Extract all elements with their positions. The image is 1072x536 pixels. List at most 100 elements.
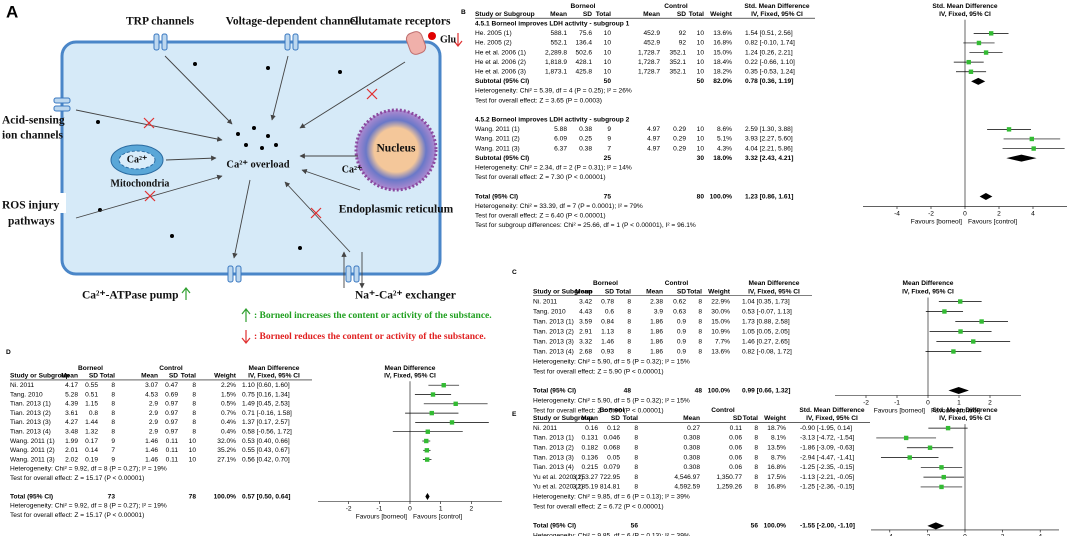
plot-header: Std. Mean Difference <box>932 407 998 414</box>
panel-label: E <box>512 411 517 418</box>
plot-subheader: IV, Fixed, 95% CI <box>939 11 991 18</box>
study-cell: 10 <box>697 30 705 37</box>
study-cell: 3,185.19 <box>572 484 598 491</box>
study-cell: He et al. 2006 (3) <box>475 69 526 76</box>
study-cell: 0.17 <box>85 438 98 445</box>
study-cell: Wang. 2011 (2) <box>10 447 55 454</box>
summary-cell: 80 <box>697 193 705 200</box>
study-cell: 8 <box>627 298 631 305</box>
study-cell: 10 <box>189 447 197 454</box>
study-cell: 1.99 <box>65 438 78 445</box>
effect-square <box>939 484 944 490</box>
x-tick-label: -2 <box>928 210 934 217</box>
summary-diamond <box>425 493 430 501</box>
study-cell: 1,259.26 <box>716 484 742 491</box>
study-cell: 1,873.1 <box>545 69 567 76</box>
atpase-pump <box>227 265 242 283</box>
column-header: Mean <box>643 11 660 18</box>
study-cell: 3.61 <box>65 410 78 417</box>
study-cell: 2.9 <box>149 401 158 408</box>
study-cell: Tian. 2013 (3) <box>533 338 574 345</box>
study-cell: 4.27 <box>65 419 78 426</box>
plot-subheader: IV, Fixed, 95% CI <box>939 415 991 422</box>
study-cell: 0.29 <box>673 136 686 143</box>
x-tick-label: -1 <box>376 505 382 512</box>
column-header: SD <box>677 288 686 295</box>
voltage-channel <box>284 33 299 51</box>
study-cell: 4.97 <box>647 126 660 133</box>
study-cell: 502.6 <box>575 49 592 56</box>
summary-cell: 100.0% <box>710 193 733 200</box>
study-cell: 0.9 <box>677 338 686 345</box>
summary-cell: 100.0% <box>214 493 237 500</box>
study-cell: 4.53 <box>145 391 158 398</box>
study-cell: 136.4 <box>575 40 592 47</box>
study-cell: 4.17 <box>65 382 78 389</box>
group-label: Control <box>711 407 735 414</box>
effect-square <box>945 425 951 431</box>
study-cell: 92 <box>679 40 687 47</box>
note: Heterogeneity: Chi² = 9.85, df = 6 (P = … <box>533 493 690 500</box>
study-cell: 8 <box>754 425 758 432</box>
study-cell: 4,546.97 <box>674 474 700 481</box>
effect-subheader: IV, Fixed, 95% CI <box>751 11 803 18</box>
overload-label: Ca²⁺ overload <box>226 159 289 170</box>
study-cell: 2.2% <box>221 382 236 389</box>
summary-cell: 73 <box>108 493 116 500</box>
study-cell: 8.6% <box>717 126 732 133</box>
study-cell: 0.75 [0.16, 1.34] <box>242 391 290 398</box>
glutamate-label: Glutamate receptors <box>349 16 451 28</box>
effect-square <box>941 474 946 480</box>
column-header: Total <box>623 415 638 422</box>
effect-square <box>958 299 963 304</box>
study-cell: 0.38 <box>579 126 592 133</box>
panel-label: A <box>6 2 18 21</box>
study-cell: 1.46 <box>145 438 158 445</box>
study-cell: He et al. 2006 (2) <box>475 59 526 66</box>
study-cell: 75.6 <box>579 30 592 37</box>
study-cell: 1.32 <box>85 428 98 435</box>
column-header: SD <box>169 373 178 380</box>
study-cell: 0.55 <box>85 382 98 389</box>
column-header: SD <box>677 11 686 18</box>
effect-square <box>988 31 994 36</box>
study-cell: 0.97 <box>165 419 178 426</box>
study-cell: -1.86 [-3.09, -0.63] <box>800 444 854 451</box>
study-cell: 2.01 <box>65 447 78 454</box>
study-cell: 0.84 <box>601 318 614 325</box>
study-cell: 10 <box>697 145 705 152</box>
group-label: Control <box>665 280 689 287</box>
study-cell: 0.93 <box>601 348 614 355</box>
study-cell: Wang. 2011 (1) <box>475 126 520 133</box>
study-cell: 8 <box>192 391 196 398</box>
acid-channel <box>53 97 71 112</box>
study-cell: 18.2% <box>713 69 732 76</box>
column-header: SD <box>605 288 614 295</box>
plot-header: Std. Mean Difference <box>932 3 998 10</box>
ros-label: ROS injury <box>2 200 59 212</box>
study-cell: 814.81 <box>600 484 621 491</box>
effect-header: Std. Mean Difference <box>799 407 865 414</box>
study-cell: 8 <box>634 464 638 471</box>
effect-subheader: IV, Fixed, 95% CI <box>748 288 800 295</box>
summary-cell: -1.55 [-2.00, -1.10] <box>800 523 855 530</box>
study-cell: 0.6 <box>605 308 614 315</box>
study-cell: 0.06 <box>729 454 742 461</box>
study-cell: Ni. 2011 <box>533 425 557 432</box>
study-cell: 8 <box>627 328 631 335</box>
x-tick-label: 1 <box>957 399 961 406</box>
study-cell: Ni. 2011 <box>533 298 557 305</box>
study-cell: 8.7% <box>771 454 786 461</box>
effect-header: Std. Mean Difference <box>744 3 810 10</box>
study-cell: 10 <box>189 456 197 463</box>
study-cell: 0.53 [0.40, 0.66] <box>242 438 290 445</box>
summary-cell: 100.0% <box>708 387 731 394</box>
study-cell: 0.215 <box>581 464 598 471</box>
mitochondria-inner <box>118 150 156 170</box>
study-cell: 8 <box>111 410 115 417</box>
x-tick-label: 0 <box>926 399 930 406</box>
column-header: Weight <box>710 11 733 18</box>
study-cell: 1,728.7 <box>638 49 660 56</box>
study-cell: 8 <box>698 328 702 335</box>
